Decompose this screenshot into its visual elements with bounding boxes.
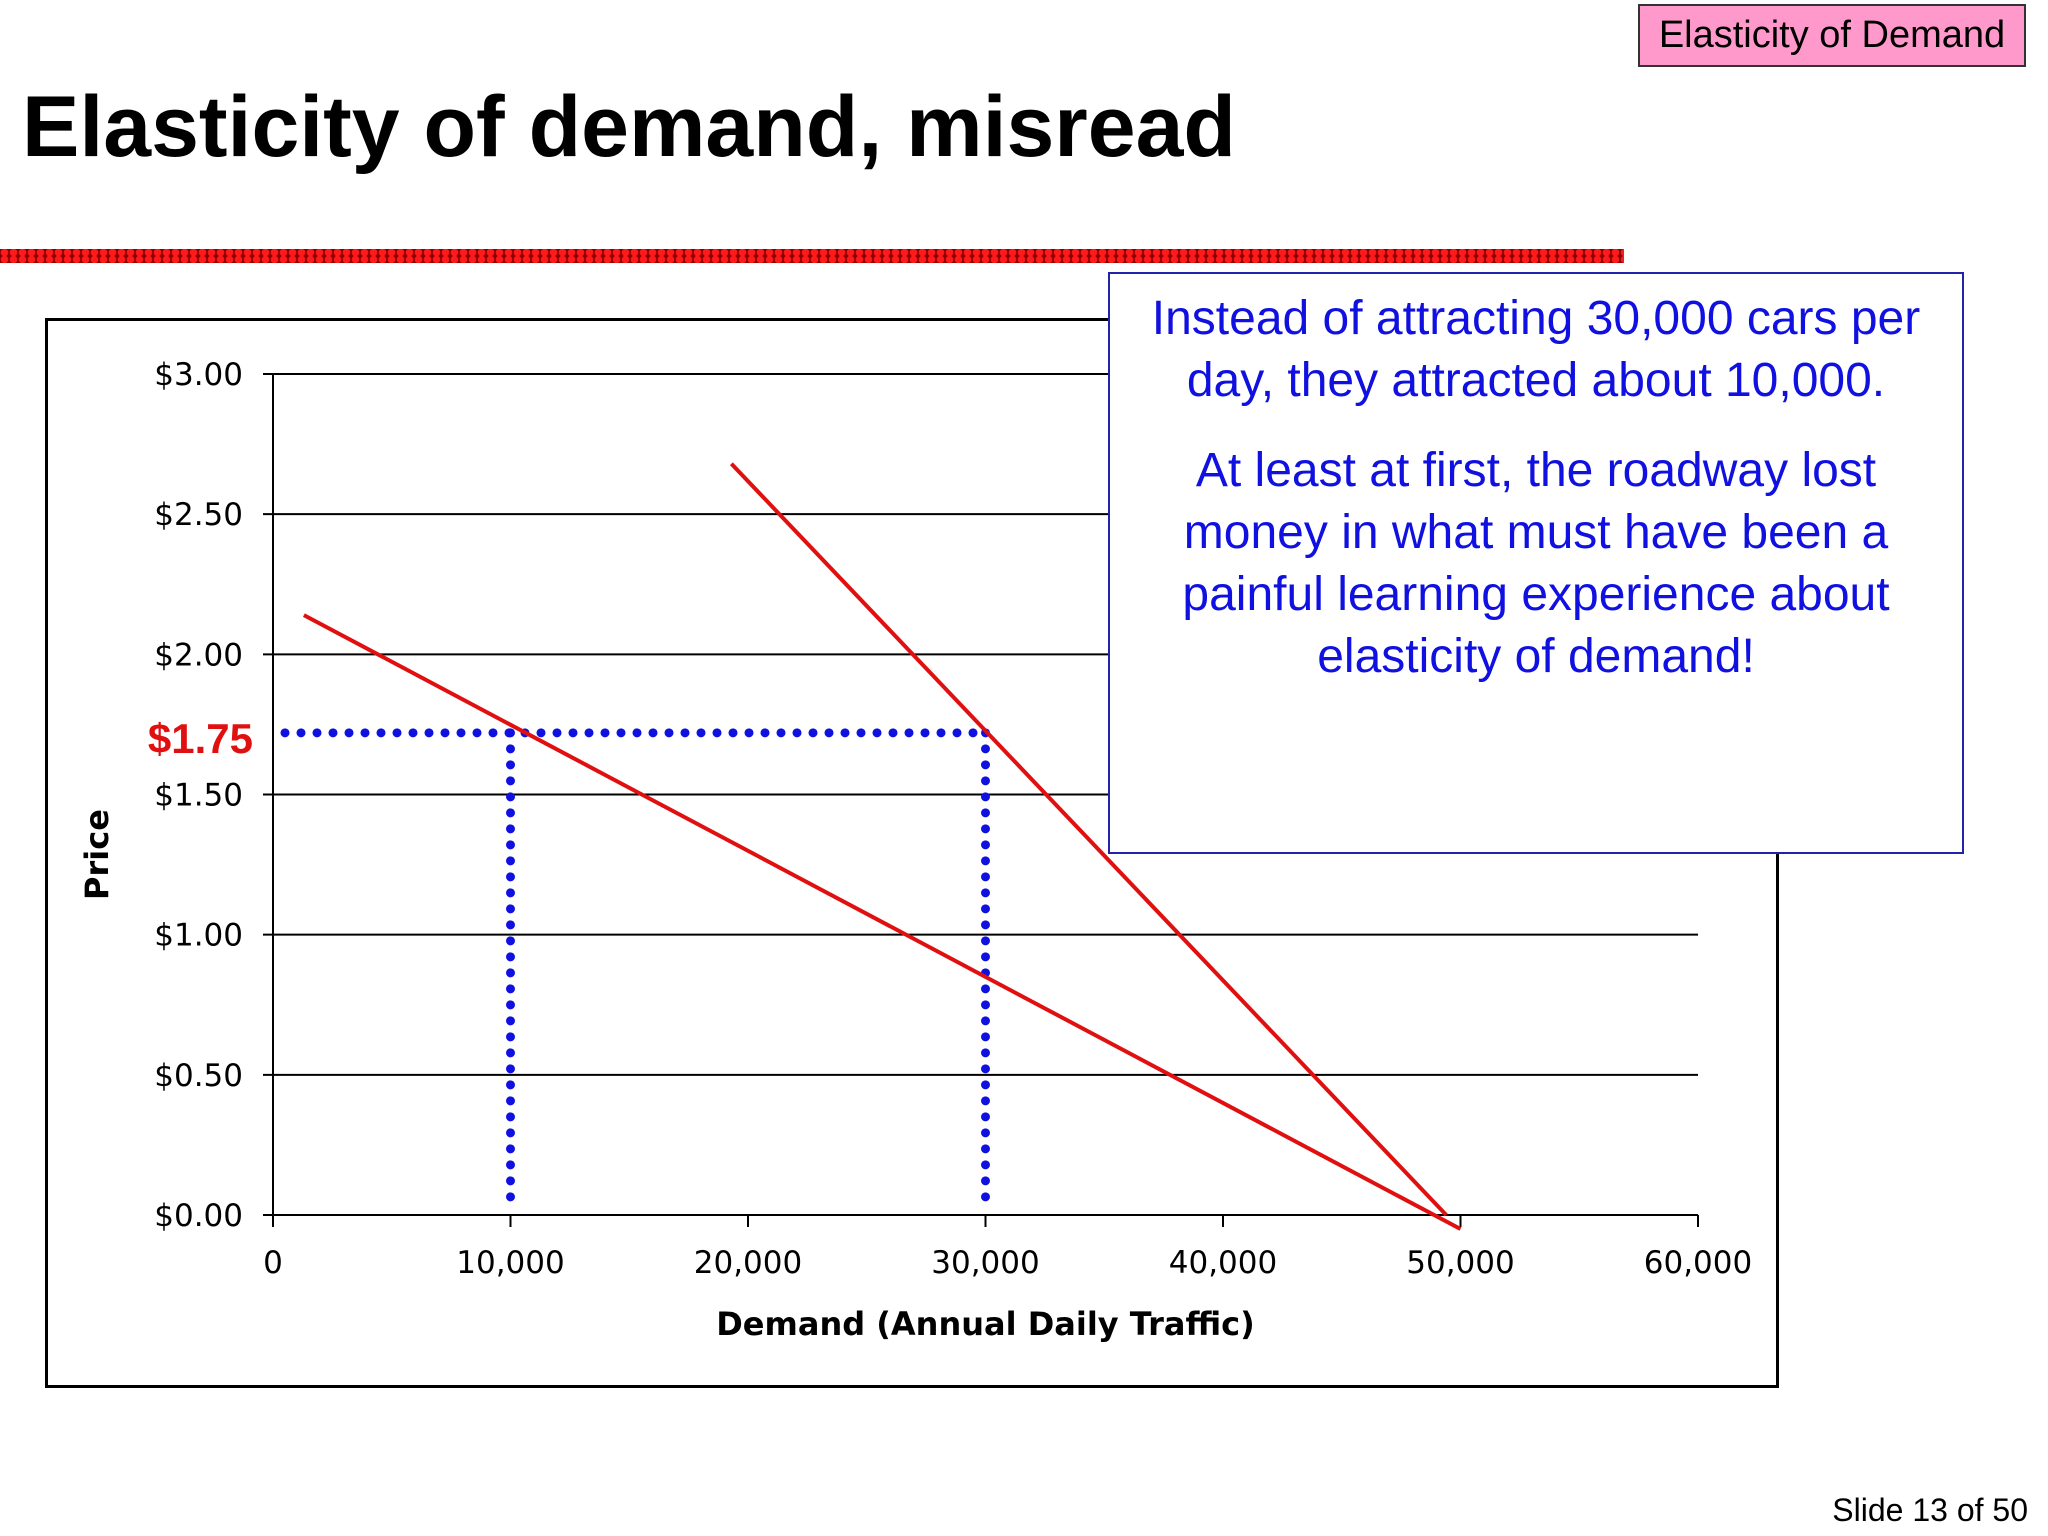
- demand-chart: $0.00 $0.50 $1.00 $1.50 $2.00 $2.50 $3.00 0 10,0…: [78, 357, 1752, 1343]
- x-tick-label: 30,000: [931, 1245, 1039, 1281]
- y-tick-label: $1.50: [154, 778, 243, 814]
- section-tag: Elasticity of Demand: [1638, 4, 2026, 67]
- x-tick-label: 20,000: [694, 1245, 802, 1281]
- x-tick-label: 0: [263, 1245, 283, 1281]
- slide-number: Slide 13 of 50: [1832, 1492, 2028, 1528]
- x-tick-label: 60,000: [1644, 1245, 1752, 1281]
- y-axis-label: Price: [78, 809, 116, 900]
- y-tick-label: $1.00: [154, 918, 243, 954]
- callout-paragraph-1: Instead of attracting 30,000 cars per da…: [1151, 292, 1921, 407]
- y-tick-label: $0.00: [154, 1198, 243, 1234]
- y-tick-label: $0.50: [154, 1058, 243, 1094]
- demand-line-inelastic: [729, 462, 1448, 1217]
- x-axis-label: Demand (Annual Daily Traffic): [716, 1305, 1255, 1343]
- y-tick-label: $2.50: [154, 497, 243, 533]
- y-tick-label: $2.00: [154, 637, 243, 673]
- callout-box: Instead of attracting 30,000 cars per da…: [1108, 272, 1964, 854]
- y-tick-label: $3.00: [154, 357, 243, 393]
- x-tick-label: 10,000: [456, 1245, 564, 1281]
- x-tick-label: 40,000: [1169, 1245, 1277, 1281]
- slide-title: Elasticity of demand, misread: [22, 79, 1236, 175]
- x-tick-label: 50,000: [1406, 1245, 1514, 1281]
- demand-line-elastic: [302, 613, 1462, 1231]
- price-guide-label: $1.75: [148, 715, 253, 762]
- callout-paragraph-2: At least at first, the roadway lost mone…: [1182, 444, 1890, 683]
- title-divider: [0, 249, 1624, 263]
